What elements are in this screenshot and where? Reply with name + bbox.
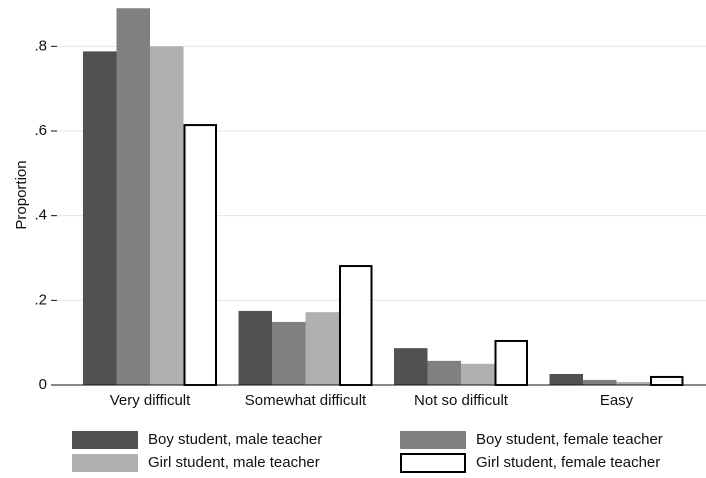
y-tick-label: .8 (34, 37, 47, 54)
legend-label: Boy student, male teacher (148, 431, 322, 448)
y-tick-label: .6 (34, 122, 47, 139)
y-tick-label: 0 (39, 376, 47, 393)
bar (116, 8, 150, 385)
legend-swatch (400, 431, 466, 449)
x-tick-label: Somewhat difficult (245, 392, 367, 409)
x-tick-label: Easy (600, 392, 634, 409)
bar (427, 360, 461, 385)
legend-label: Boy student, female teacher (476, 431, 663, 448)
bar (305, 312, 339, 385)
bar (83, 51, 117, 386)
bar (616, 382, 650, 385)
x-tick-label: Not so difficult (414, 392, 509, 409)
y-axis-label: Proportion (13, 160, 30, 229)
bar (461, 363, 495, 385)
legend-label: Girl student, female teacher (476, 454, 660, 471)
y-tick-label: .2 (34, 291, 47, 308)
y-tick-label: .4 (34, 207, 47, 224)
bar (272, 321, 306, 385)
bar (238, 310, 272, 385)
bar (650, 375, 684, 386)
legend-swatch (72, 431, 138, 449)
legend-label: Girl student, male teacher (148, 454, 320, 471)
bar (394, 348, 428, 385)
legend-swatch (72, 454, 138, 472)
bar (150, 46, 184, 385)
bar (549, 373, 583, 385)
bar (583, 379, 617, 385)
x-tick-label: Very difficult (110, 392, 191, 409)
legend-swatch (400, 453, 466, 473)
bar (339, 265, 373, 386)
bar (183, 124, 217, 386)
bar (494, 339, 528, 386)
